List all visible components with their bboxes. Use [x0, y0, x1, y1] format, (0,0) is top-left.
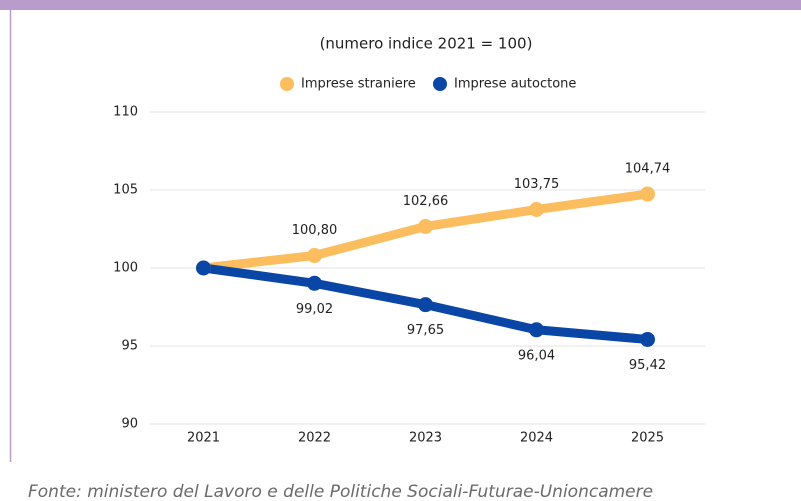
data-label: 103,75	[514, 177, 560, 192]
data-point	[529, 322, 544, 338]
legend-label: Imprese autoctone	[454, 77, 576, 92]
data-label: 97,65	[407, 323, 444, 338]
legend-marker	[280, 77, 294, 91]
y-tick-label: 110	[113, 105, 138, 120]
source-note: Fonte: ministero del Lavoro e delle Poli…	[28, 482, 653, 501]
data-label: 95,42	[629, 358, 666, 373]
y-tick-label: 105	[113, 183, 138, 198]
data-point	[307, 275, 322, 291]
data-label: 102,66	[403, 194, 449, 209]
x-tick-label: 2022	[298, 431, 331, 446]
x-tick-label: 2021	[187, 431, 220, 446]
y-tick-label: 90	[121, 417, 138, 432]
data-point	[418, 219, 433, 235]
data-point	[196, 260, 211, 276]
top-band	[0, 0, 801, 10]
y-tick-label: 95	[121, 339, 138, 354]
legend-label: Imprese straniere	[301, 77, 416, 92]
x-tick-label: 2024	[520, 431, 553, 446]
data-label: 100,80	[292, 223, 338, 238]
data-point	[640, 331, 655, 347]
data-label: 99,02	[296, 302, 333, 317]
x-tick-label: 2025	[631, 431, 664, 446]
chart-subtitle: (numero indice 2021 = 100)	[320, 35, 533, 53]
legend-marker	[433, 77, 447, 91]
data-point	[529, 202, 544, 217]
data-point	[418, 297, 433, 313]
x-tick-label: 2023	[409, 431, 442, 446]
data-point	[640, 186, 655, 202]
data-label: 104,74	[625, 162, 671, 177]
y-tick-label: 100	[113, 261, 138, 276]
data-point	[307, 248, 322, 264]
data-label: 96,04	[518, 348, 555, 363]
